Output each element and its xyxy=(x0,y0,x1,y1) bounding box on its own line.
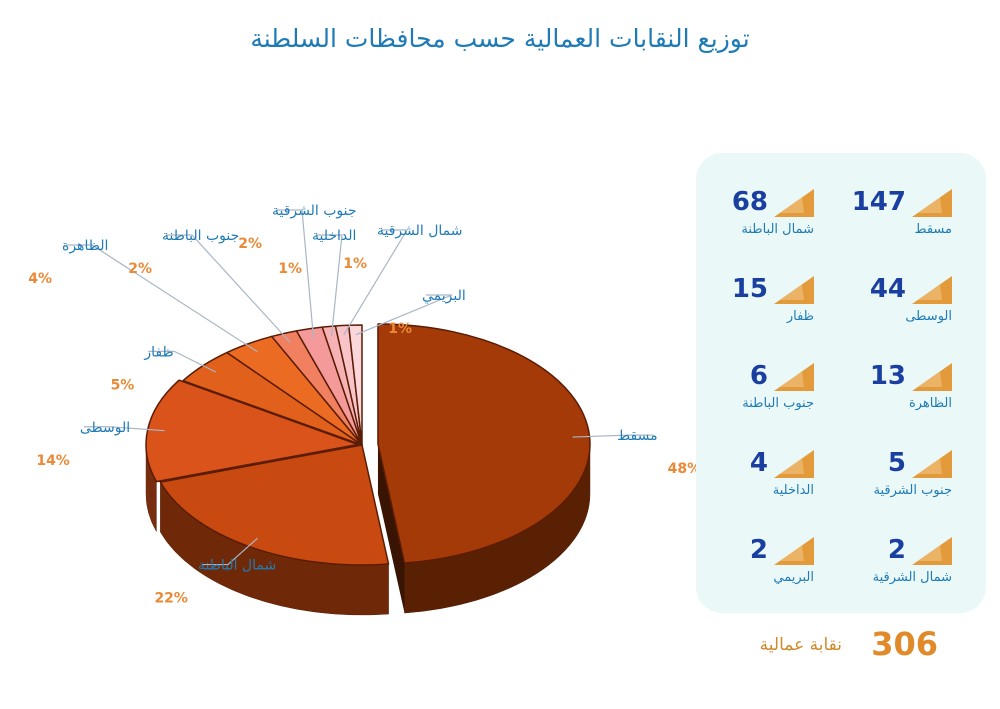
count-value: 15 xyxy=(731,274,768,304)
count-card: 2 البريمي xyxy=(684,535,814,595)
wedge-icon xyxy=(912,276,952,304)
slice-labels: مسقط 48% شمال الباطنة 22% الوسطى 14% ظفار 5% الظ… xyxy=(28,203,701,607)
slice-name-label-0: مسقط xyxy=(617,428,657,444)
wedge-icon xyxy=(774,537,814,565)
leader-line-5 xyxy=(166,234,291,343)
leader-line-4 xyxy=(66,244,258,353)
slice-pct-label-6: 2% xyxy=(238,236,262,252)
count-label: جنوب الشرقية xyxy=(873,483,953,498)
count-label: مسقط xyxy=(914,222,952,237)
slice-cut-face xyxy=(377,443,405,614)
leader-line-9 xyxy=(355,294,453,336)
count-value: 4 xyxy=(749,448,768,478)
slice-pct-label-8: 1% xyxy=(343,256,367,272)
count-value: 5 xyxy=(887,448,906,478)
leader-line-2 xyxy=(83,426,165,432)
count-label: شمال الشرقية xyxy=(872,570,952,585)
wedge-icon xyxy=(912,450,952,478)
count-card: 15 ظفار xyxy=(684,274,814,334)
slice-pct-label-2: 14% xyxy=(36,453,70,469)
count-label: البريمي xyxy=(773,570,814,585)
slice-pct-label-0: 48% xyxy=(668,461,702,477)
slice-pct-label-7: 1% xyxy=(278,261,302,277)
slice-name-label-3: ظفار xyxy=(143,344,173,360)
slice-pct-label-4: 4% xyxy=(28,271,52,287)
count-value: 147 xyxy=(851,187,906,217)
count-label: الظاهرة xyxy=(908,396,952,411)
leader-line-1 xyxy=(201,537,258,566)
count-value: 68 xyxy=(731,187,768,217)
count-label: الداخلية xyxy=(772,483,814,498)
total-count: 306 نقابة عمالية xyxy=(740,624,990,664)
slice-pct-label-1: 22% xyxy=(154,591,188,607)
count-card: 4 الداخلية xyxy=(684,448,814,508)
slice-name-label-6: جنوب الشرقية xyxy=(272,203,357,219)
leader-line-6 xyxy=(276,209,315,339)
wedge-icon xyxy=(912,537,952,565)
wedge-icon xyxy=(774,450,814,478)
slice-pct-label-3: 5% xyxy=(111,377,135,393)
total-unit: نقابة عمالية xyxy=(759,635,842,655)
slice-pct-label-5: 2% xyxy=(128,261,152,277)
counts-panel: 147 مسقط 68 شمال الباطنة 44 الوسطى 15 ظفار 13 الظ… xyxy=(696,153,986,613)
slice-name-label-4: الظاهرة xyxy=(62,238,108,254)
chart-title: توزيع النقابات العمالية حسب محافظات السل… xyxy=(250,24,750,53)
slice-name-label-5: جنوب الباطنة xyxy=(162,228,239,244)
total-value: 306 xyxy=(871,625,938,663)
count-label: شمال الباطنة xyxy=(741,222,814,237)
count-card: 147 مسقط xyxy=(822,187,952,247)
wedge-icon xyxy=(912,189,952,217)
wedge-icon xyxy=(774,189,814,217)
slice-name-label-2: الوسطى xyxy=(80,420,130,436)
count-card: 2 شمال الشرقية xyxy=(822,535,952,595)
slice-name-label-1: شمال الباطنة xyxy=(198,558,276,574)
count-value: 2 xyxy=(749,535,768,565)
count-label: الوسطى xyxy=(905,309,952,324)
count-label: ظفار xyxy=(786,309,814,324)
wedge-icon xyxy=(774,276,814,304)
wedge-icon xyxy=(912,363,952,391)
wedge-icon xyxy=(774,363,814,391)
count-value: 2 xyxy=(887,535,906,565)
count-value: 44 xyxy=(869,274,906,304)
leader-line-7 xyxy=(316,234,343,337)
leader-lines xyxy=(66,209,654,566)
slice-9 xyxy=(347,324,363,446)
slice-name-label-7: الداخلية xyxy=(312,228,356,244)
count-value: 6 xyxy=(749,361,768,391)
count-card: 13 الظاهرة xyxy=(822,361,952,421)
slice-pct-label-9: 1% xyxy=(388,321,412,337)
count-card: 68 شمال الباطنة xyxy=(684,187,814,247)
count-value: 13 xyxy=(869,361,906,391)
leader-line-3 xyxy=(148,350,216,373)
pie-slices xyxy=(145,323,591,566)
count-card: 6 جنوب الباطنة xyxy=(684,361,814,421)
slice-name-label-9: البريمي xyxy=(422,288,466,304)
leader-line-8 xyxy=(343,229,409,336)
count-label: جنوب الباطنة xyxy=(742,396,814,411)
count-card: 44 الوسطى xyxy=(822,274,952,334)
slice-name-label-8: شمال الشرقية xyxy=(377,223,463,239)
leader-line-0 xyxy=(572,434,654,438)
count-card: 5 جنوب الشرقية xyxy=(822,448,952,508)
